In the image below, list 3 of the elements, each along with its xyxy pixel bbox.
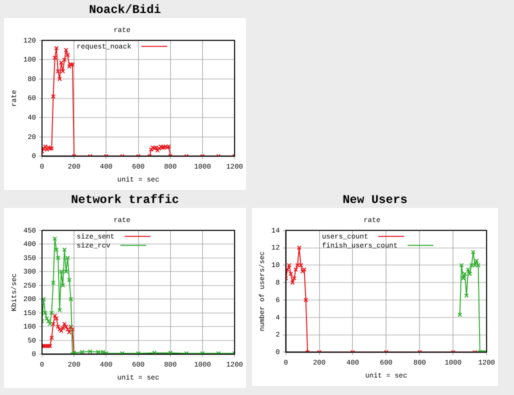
chart-title: Noack/Bidi <box>88 2 162 18</box>
chart-title: Network traffic <box>70 192 180 208</box>
chart-title: New Users <box>342 192 408 208</box>
